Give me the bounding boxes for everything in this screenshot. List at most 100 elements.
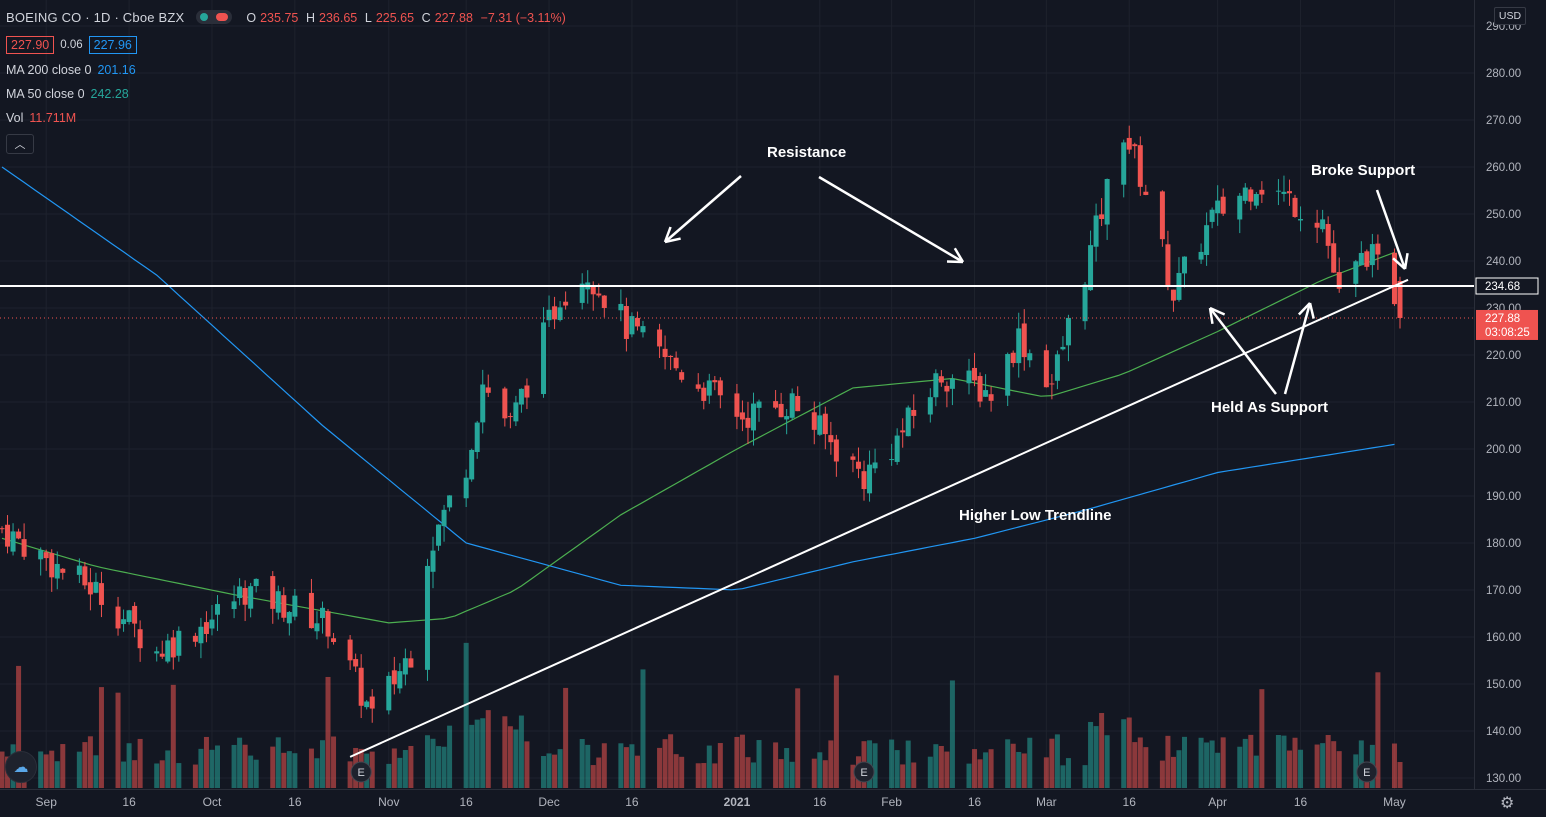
tradingview-logo-icon[interactable]: ☁: [5, 751, 37, 783]
candle-body: [712, 380, 718, 383]
volume-bar: [579, 739, 585, 788]
candle-body: [1215, 200, 1221, 214]
volume-bar: [237, 737, 243, 788]
volume-bar: [1237, 746, 1243, 788]
ohlc-values: O 235.75 H 236.65 L 225.65 C 227.88 −7.31 (−…: [246, 10, 566, 25]
volume-bar: [314, 758, 320, 788]
volume-bar: [894, 750, 900, 788]
volume-bar: [977, 759, 983, 788]
volume-legend[interactable]: Vol 11.711M: [6, 111, 77, 125]
candle-body: [132, 605, 138, 624]
symbol-title[interactable]: BOEING CO · 1D · Cboe BZX: [6, 9, 185, 25]
candle-body: [463, 477, 469, 499]
chart-legend: BOEING CO · 1D · Cboe BZX O 235.75 H 236.6…: [6, 8, 570, 154]
market-status-toggle-icon[interactable]: [196, 10, 233, 24]
volume-bar: [424, 735, 430, 788]
candle-body: [93, 581, 99, 593]
volume-bar: [590, 765, 596, 788]
volume-bar: [253, 759, 259, 788]
candle-body: [82, 566, 88, 586]
volume-bar: [93, 755, 99, 788]
candle-body: [1065, 317, 1071, 346]
candle-body: [98, 583, 104, 605]
volume-bar: [750, 762, 756, 788]
volume-bar: [1292, 737, 1298, 788]
volume-bar: [1126, 717, 1132, 788]
legend-title-row: BOEING CO · 1D · Cboe BZX O 235.75 H 236.6…: [6, 8, 570, 26]
candle-body: [292, 595, 298, 617]
volume-bar: [679, 756, 685, 788]
candle-body: [115, 606, 121, 629]
candle-body: [424, 565, 430, 670]
volume-bar: [1082, 765, 1088, 788]
candle-body: [927, 397, 933, 415]
candle-body: [1137, 145, 1143, 187]
volume-bar: [0, 751, 5, 788]
candle-body: [673, 357, 679, 369]
ma50-legend[interactable]: MA 50 close 0 242.28: [6, 87, 129, 101]
candle-body: [402, 658, 408, 675]
candle-body: [679, 372, 685, 380]
candlesticks: [0, 125, 1403, 723]
time-tick-label: 16: [459, 795, 473, 809]
volume-bar: [1259, 689, 1265, 788]
volume-bar: [563, 687, 569, 788]
volume-bar: [1286, 750, 1292, 788]
candle-body: [447, 495, 453, 508]
candle-body: [933, 373, 939, 398]
candle-body: [242, 587, 248, 605]
close-value: 227.88: [434, 10, 473, 25]
candle-body: [1336, 272, 1342, 289]
volume-bar: [397, 757, 403, 788]
volume-bar: [756, 740, 762, 788]
volume-bar: [1298, 749, 1304, 788]
volume-bar: [1027, 737, 1033, 788]
ask-price[interactable]: 227.96: [88, 36, 137, 54]
candle-body: [1016, 328, 1022, 364]
candle-body: [1005, 354, 1011, 396]
volume-bar: [1198, 737, 1204, 788]
chevron-up-icon[interactable]: ︿: [6, 134, 34, 154]
candle-body: [76, 565, 82, 575]
time-tick-label: 16: [122, 795, 136, 809]
candle-body: [557, 307, 563, 320]
volume-bar: [1060, 765, 1066, 788]
candle-body: [778, 403, 784, 418]
resistance-arrow-right: [818, 175, 964, 264]
price-tick-label: 240.00: [1486, 256, 1521, 268]
bid-price[interactable]: 227.90: [6, 36, 55, 54]
candle-body: [1204, 225, 1210, 256]
annotation-held-as-support: Held As Support: [1211, 399, 1328, 416]
volume-bar: [634, 755, 640, 788]
volume-bar: [1204, 742, 1210, 788]
volume-bar: [369, 751, 375, 788]
ma200-legend[interactable]: MA 200 close 0 201.16: [6, 63, 136, 77]
volume-bar: [717, 743, 723, 788]
candle-body: [1104, 178, 1110, 225]
candle-body: [773, 401, 779, 408]
candle-body: [1281, 191, 1287, 194]
candle-body: [480, 384, 486, 423]
price-tick-label: 220.00: [1486, 350, 1521, 362]
volume-bar: [170, 684, 176, 788]
held-support-arrow-left-head: [1208, 307, 1214, 325]
candle-body: [474, 422, 480, 452]
candle-body: [634, 317, 640, 327]
candle-body: [176, 630, 182, 656]
candle-body: [248, 586, 254, 609]
candle-body: [386, 675, 392, 711]
candle-body: [1181, 256, 1187, 274]
gear-icon[interactable]: ⚙: [1500, 795, 1515, 812]
time-tick-label: Sep: [36, 795, 58, 809]
volume-bar: [1143, 747, 1149, 788]
candle-body: [137, 629, 143, 649]
volume-bar: [784, 748, 790, 788]
volume-bar: [1016, 751, 1022, 788]
earnings-marker-label: E: [1363, 767, 1370, 779]
volume-bar: [1275, 734, 1281, 788]
volume-bar: [1220, 737, 1226, 788]
currency-label[interactable]: USD: [1494, 7, 1526, 25]
candle-body: [1093, 215, 1099, 247]
volume-bar: [1104, 735, 1110, 788]
